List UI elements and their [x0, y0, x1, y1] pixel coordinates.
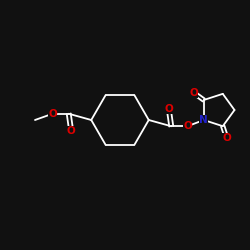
Text: O: O [48, 109, 57, 119]
Text: O: O [183, 121, 192, 131]
Text: O: O [67, 126, 76, 136]
Text: O: O [164, 104, 173, 114]
Text: O: O [189, 88, 198, 98]
Text: O: O [222, 133, 231, 143]
Text: N: N [200, 115, 208, 125]
Text: N: N [200, 115, 208, 125]
